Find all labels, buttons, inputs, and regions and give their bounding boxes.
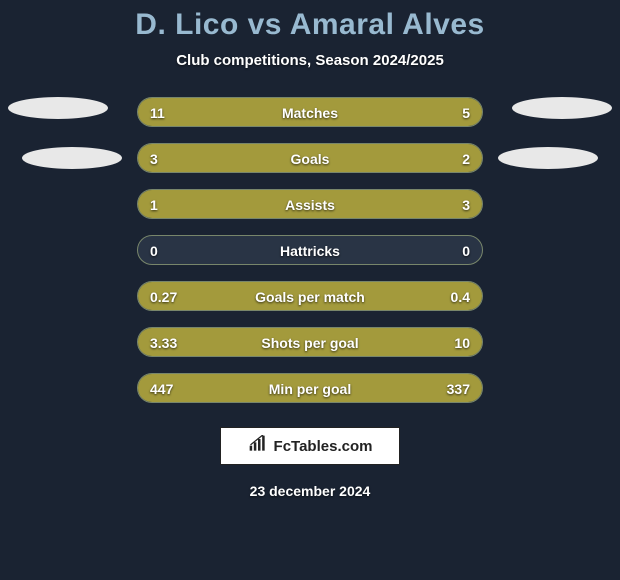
decor-right-bottom [498,147,598,169]
stat-label: Min per goal [138,374,482,403]
comparison-region: 115Matches 32Goals 13Assists 00Hattricks 0.2… [0,97,620,403]
footer-date: 23 december 2024 [0,483,620,499]
stat-label: Goals [138,144,482,173]
stat-label: Shots per goal [138,328,482,357]
stat-bars: 115Matches 32Goals 13Assists 00Hattricks 0.2… [137,97,483,403]
stat-row: 0.270.4Goals per match [137,281,483,311]
stat-label: Matches [138,98,482,127]
decor-left-bottom [22,147,122,169]
subtitle: Club competitions, Season 2024/2025 [0,52,620,69]
stat-label: Goals per match [138,282,482,311]
stat-row: 115Matches [137,97,483,127]
decor-right-top [512,97,612,119]
stat-row: 3.3310Shots per goal [137,327,483,357]
stat-row: 447337Min per goal [137,373,483,403]
brand-badge[interactable]: FcTables.com [220,427,400,465]
brand-text: FcTables.com [274,438,373,455]
stat-row: 32Goals [137,143,483,173]
page-title: D. Lico vs Amaral Alves [0,0,620,42]
stat-row: 13Assists [137,189,483,219]
chart-icon [248,435,268,457]
stat-label: Hattricks [138,236,482,265]
decor-left-top [8,97,108,119]
stat-label: Assists [138,190,482,219]
stat-row: 00Hattricks [137,235,483,265]
